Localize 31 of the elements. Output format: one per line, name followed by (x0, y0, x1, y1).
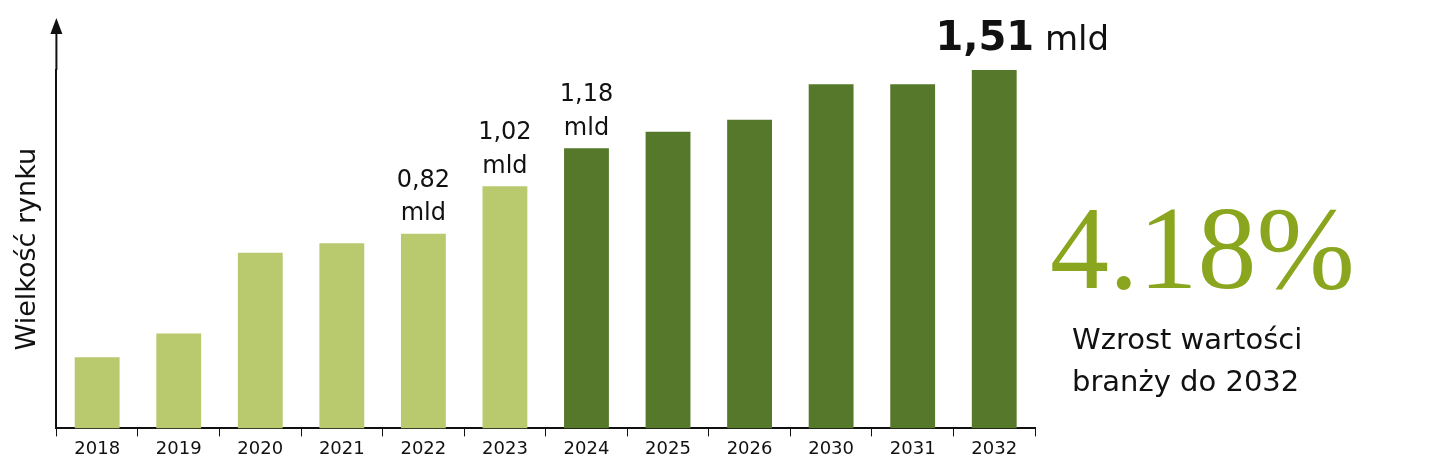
y-axis-title: Wielkość rynku (10, 147, 42, 351)
x-tick-label: 2024 (563, 436, 610, 458)
bar (971, 70, 1017, 429)
bar (482, 186, 528, 429)
data-label: 1,18 mld (559, 78, 614, 143)
bar (319, 243, 365, 429)
bar (727, 119, 772, 429)
x-tick-label: 2019 (155, 436, 202, 458)
data-label: 1,51 mld (935, 13, 1110, 59)
x-tick-label: 2026 (726, 436, 773, 458)
x-tick-label: 2025 (645, 436, 691, 458)
x-tick-label: 2018 (74, 436, 121, 458)
text: Wzrost wartości branży do 2032 (1072, 321, 1304, 401)
data-label: 1,02 mld (478, 116, 532, 181)
bar (74, 357, 120, 429)
bar (400, 233, 446, 429)
bar (645, 131, 691, 429)
bar (808, 84, 854, 429)
x-tick-label: 2023 (482, 436, 528, 458)
x-tick-label: 2020 (237, 436, 284, 458)
bar (564, 148, 609, 429)
x-tick-label: 2032 (971, 436, 1018, 458)
x-tick-label: 2031 (889, 436, 936, 458)
bar (156, 333, 202, 429)
x-tick-label: 2021 (318, 436, 365, 458)
x-tick-label: 2022 (400, 436, 447, 458)
text: 4.18% (1050, 183, 1355, 314)
bar (237, 252, 283, 429)
x-tick-label: 2030 (808, 436, 855, 458)
bar (890, 84, 936, 429)
data-label: 0,82 mld (396, 163, 451, 229)
